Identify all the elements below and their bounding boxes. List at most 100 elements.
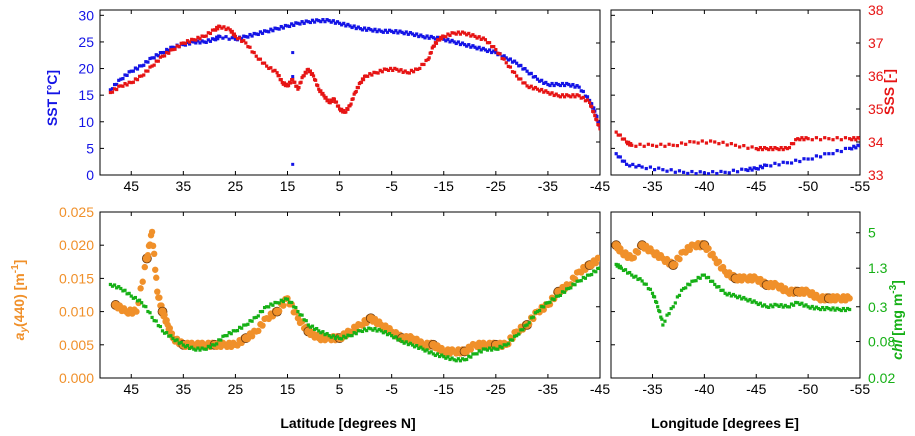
data-point: [302, 74, 306, 78]
data-point: [583, 94, 588, 98]
data-point: [344, 336, 348, 340]
data-point: [321, 91, 325, 96]
data-point: [696, 275, 700, 280]
data-point: [550, 81, 554, 86]
data-point: [785, 161, 789, 165]
x-tick-label: -50: [798, 178, 818, 194]
data-point: [275, 27, 279, 31]
data-point: [537, 79, 542, 83]
data-point: [196, 346, 200, 350]
data-point: [381, 30, 385, 34]
data-point: [573, 95, 577, 99]
data-point: [265, 64, 269, 68]
data-point: [410, 343, 415, 347]
data-point: [850, 147, 854, 151]
data-point: [152, 319, 156, 323]
data-point: [187, 346, 192, 351]
data-point: [446, 355, 450, 359]
data-point: [444, 35, 448, 39]
data-point: [677, 293, 682, 297]
data-point: [129, 294, 133, 298]
data-point: [346, 22, 350, 27]
data-point: [148, 311, 152, 315]
data-point: [798, 302, 802, 307]
data-point: [756, 167, 760, 171]
data-point: [425, 34, 429, 38]
data-point: [792, 303, 796, 307]
data-point: [719, 169, 723, 174]
data-point: [748, 297, 752, 302]
data-point: [308, 325, 313, 329]
data-point: [648, 287, 653, 291]
data-point: [394, 335, 398, 339]
data-point: [818, 138, 823, 142]
data-point: [669, 306, 673, 311]
data-point: [429, 50, 433, 55]
data-point: [327, 334, 331, 338]
data-point: [175, 338, 179, 342]
data-point: [430, 46, 434, 50]
data-point: [634, 144, 638, 148]
data-point: [502, 343, 506, 347]
data-point: [519, 63, 523, 68]
x-tick-label: -35: [538, 381, 558, 397]
data-point: [542, 305, 546, 309]
data-point: [115, 82, 119, 87]
data-point: [760, 148, 765, 152]
data-point: [598, 266, 600, 270]
data-point: [231, 329, 235, 333]
plot-frame: [610, 9, 861, 176]
data-point: [804, 303, 808, 307]
data-point: [558, 83, 563, 88]
data-point: [700, 139, 704, 143]
data-point: [187, 42, 192, 46]
x-tick-label: -5: [385, 178, 398, 194]
data-point: [535, 77, 540, 81]
data-point: [783, 146, 787, 150]
data-point: [579, 96, 583, 100]
data-point: [583, 276, 588, 280]
data-point: [154, 319, 158, 323]
data-point: [644, 282, 648, 286]
data-point: [427, 56, 431, 60]
data-point: [527, 321, 531, 325]
data-point: [565, 93, 569, 97]
data-point: [417, 346, 421, 351]
data-point: [537, 89, 542, 93]
x-tick-label: 25: [228, 178, 244, 194]
data-point: [721, 288, 725, 292]
data-point: [594, 270, 598, 274]
data-point: [721, 140, 725, 144]
data-point: [577, 85, 581, 89]
data-point: [806, 305, 810, 309]
data-point: [256, 314, 260, 318]
data-point: [818, 307, 823, 312]
data-point: [323, 333, 327, 337]
data-point: [533, 85, 538, 90]
data-point: [440, 37, 444, 41]
data-point: [177, 341, 181, 345]
y-tick-label: 0.005: [59, 337, 94, 353]
data-point: [391, 68, 395, 72]
data-point: [437, 354, 442, 359]
data-point: [300, 76, 304, 80]
data-point: [385, 333, 390, 337]
data-point: [179, 41, 183, 45]
data-point: [512, 70, 517, 74]
data-point: [248, 332, 256, 340]
data-point: [360, 28, 365, 32]
data-point: [663, 319, 667, 323]
data-point: [479, 48, 483, 52]
data-point: [156, 54, 160, 58]
data-point: [146, 309, 150, 314]
data-point: [165, 331, 169, 335]
data-point: [390, 334, 394, 338]
data-point: [262, 305, 267, 310]
data-point: [275, 71, 279, 75]
data-point: [226, 26, 230, 30]
data-point: [704, 276, 709, 280]
data-point: [290, 22, 294, 26]
data-point: [283, 23, 288, 28]
data-point: [417, 34, 421, 39]
data-point: [198, 41, 202, 45]
